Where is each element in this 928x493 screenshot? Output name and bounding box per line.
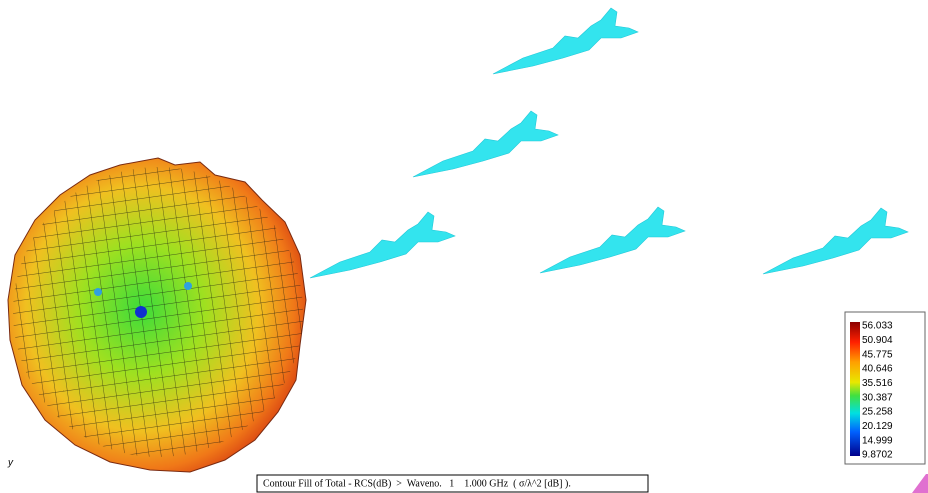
axis-label: y: [7, 458, 14, 469]
legend-label: 30.387: [862, 392, 893, 403]
corner-icon: [912, 474, 928, 493]
legend-label: 50.904: [862, 335, 893, 346]
legend-label: 25.258: [862, 407, 893, 418]
color-bar: [850, 322, 860, 456]
viewport: 56.033 50.904 45.775 40.646 35.516 30.387 25.2…: [0, 0, 928, 493]
rcs-sphere: [8, 158, 306, 472]
legend-label: 56.033: [862, 321, 893, 332]
aircraft-models: [310, 8, 908, 278]
legend-label: 9.8702: [862, 450, 893, 461]
legend-label: 20.129: [862, 421, 893, 432]
caption: Contour Fill of Total - RCS(dB) > Waveno…: [263, 478, 571, 489]
legend-label: 40.646: [862, 364, 893, 375]
color-legend: 56.033 50.904 45.775 40.646 35.516 30.387 25.2…: [845, 312, 925, 464]
legend-label: 35.516: [862, 378, 893, 389]
legend-label: 14.999: [862, 435, 893, 446]
legend-label: 45.775: [862, 349, 893, 360]
